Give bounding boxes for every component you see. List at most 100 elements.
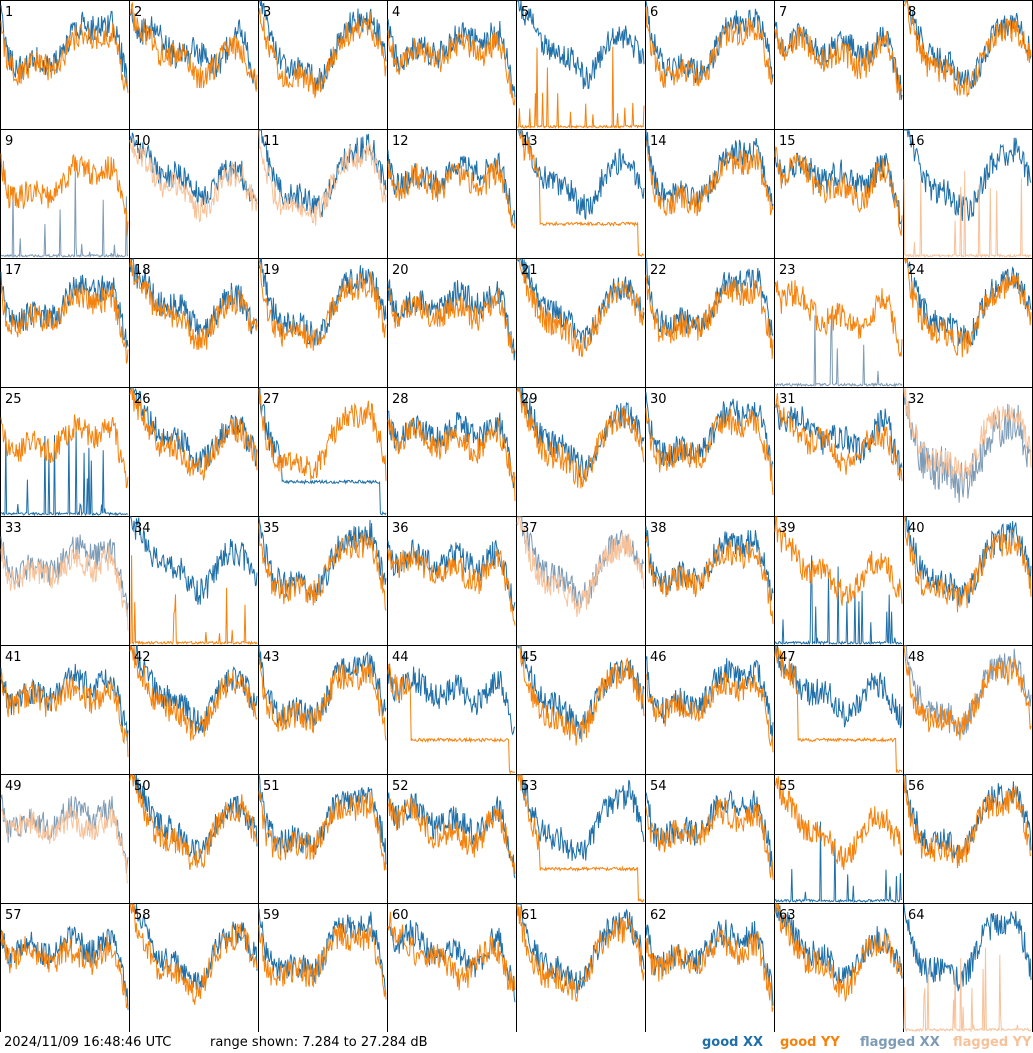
series-line-flagged-yy [516,516,645,617]
panel-16: 16 [903,129,1033,259]
panel-50: 50 [129,773,259,904]
panel-label: 52 [392,779,409,794]
panel-label: 20 [392,263,409,278]
series-line-good-yy [645,274,774,359]
panel-label: 3 [263,5,271,20]
panel-43: 43 [258,645,388,775]
series-line-good-xx [130,903,258,991]
panel-54: 54 [645,774,775,904]
series-line-good-yy [774,516,903,606]
panel-label: 14 [650,134,667,149]
series-line-good-xx [774,555,903,646]
series-line-good-xx [774,21,903,100]
panel-58: 58 [129,903,259,1032]
panel-label: 59 [263,908,280,923]
panel-label: 18 [134,263,151,278]
panel-10: 10 [129,129,259,259]
series-line-good-xx [904,129,1032,222]
series-line-good-yy [904,257,1032,358]
panel-28: 28 [387,387,517,517]
series-line-good-xx [130,516,258,605]
panel-label: 56 [908,779,925,794]
series-line-good-yy [258,8,387,98]
panel-56: 56 [903,774,1033,904]
panel-frame [129,516,259,646]
panel-label: 48 [908,650,925,665]
panel-label: 21 [521,263,538,278]
series-line-good-xx [258,516,387,601]
panel-14: 14 [645,129,775,259]
panel-52: 52 [387,774,517,904]
panel-1: 1 [0,0,130,130]
panel-35: 35 [258,516,388,646]
series-line-good-xx [129,132,258,207]
series-line-good-yy [774,280,903,357]
panel-frame [387,645,517,775]
panel-frame [387,129,517,259]
series-line-good-xx [774,821,903,904]
footer-bar: 2024/11/09 16:48:46 UTC range shown: 7.2… [0,1032,1033,1053]
panel-label: 51 [263,779,280,794]
series-line-good-yy [258,791,387,871]
panel-label: 2 [134,5,142,20]
panel-label: 16 [908,134,925,149]
panel-label: 10 [134,134,151,149]
panel-label: 42 [134,650,151,665]
series-line-good-yy [774,146,903,236]
series-line-good-yy [774,645,903,774]
series-line-good-yy [0,283,129,364]
panel-label: 50 [134,779,151,794]
panel-label: 39 [779,521,796,536]
panel-label: 22 [650,263,667,278]
series-line-good-yy [387,797,516,874]
panel-13: 13 [516,129,646,259]
panel-label: 37 [521,521,538,536]
panel-2: 2 [129,0,259,130]
panel-label: 36 [392,521,409,536]
series-line-good-yy [903,0,1032,97]
panel-label: 57 [5,908,22,923]
panel-17: 17 [0,258,130,388]
panel-label: 54 [650,779,667,794]
series-line-good-xx [645,258,774,338]
panel-24: 24 [903,257,1033,388]
series-line-good-yy [129,555,258,646]
panel-label: 9 [5,134,13,149]
series-line-good-yy [645,140,774,217]
series-line-good-xx [129,387,258,473]
series-line-good-xx [387,920,516,1003]
panel-19: 19 [258,258,388,388]
panel-40: 40 [903,516,1033,646]
panel-label: 53 [521,779,538,794]
panel-22: 22 [645,258,775,388]
legend-good-yy: good YY [780,1035,840,1050]
panel-48: 48 [903,645,1033,775]
panel-label: 29 [521,392,538,407]
series-line-good-xx [774,645,903,729]
series-line-good-xx [1,429,129,517]
series-line-good-yy [0,672,129,758]
series-line-good-yy [774,26,903,101]
panel-4: 4 [387,0,517,130]
series-line-good-yy [129,258,258,351]
series-line-good-yy [0,931,129,1009]
panel-label: 13 [521,134,538,149]
panel-label: 12 [392,134,409,149]
panel-63: 63 [774,903,904,1032]
panel-49: 49 [0,774,130,904]
series-line-good-xx [517,774,645,861]
panel-15: 15 [774,129,904,259]
series-line-good-yy [387,287,516,354]
panel-frame [645,516,775,646]
panel-26: 26 [129,387,259,517]
series-line-good-yy [774,776,903,871]
series-line-good-yy [387,159,516,230]
panel-64: 64 [903,903,1033,1032]
series-line-good-xx [645,656,774,741]
panel-label: 60 [392,908,409,923]
panel-label: 33 [5,521,22,536]
panel-30: 30 [645,387,775,517]
panel-53: 53 [516,774,646,904]
panel-36: 36 [387,516,517,646]
panel-39: 39 [774,516,904,646]
